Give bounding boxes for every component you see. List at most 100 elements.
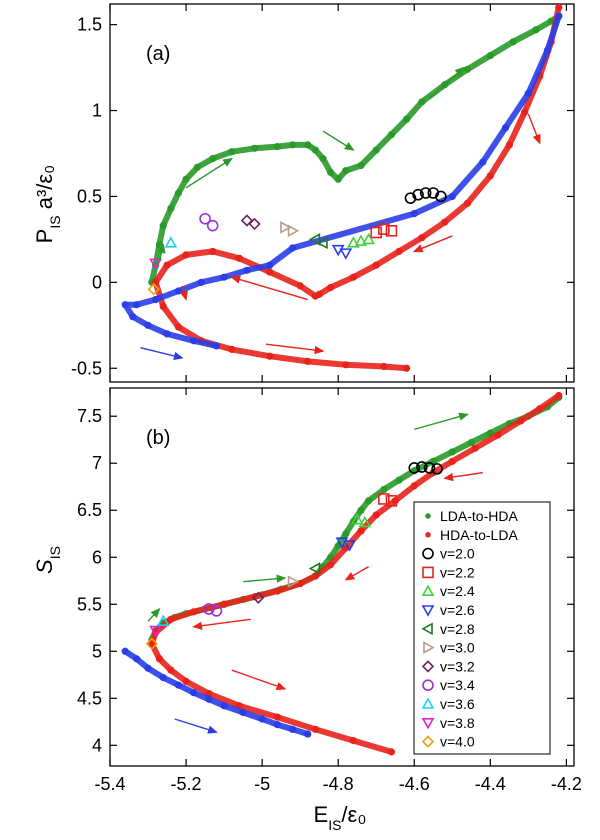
data-point [167, 204, 175, 213]
data-point [520, 108, 529, 116]
marker-point [423, 462, 436, 474]
data-point [133, 301, 141, 309]
x-tick-label: -4.8 [323, 774, 354, 794]
marker-point [316, 236, 328, 250]
data-point [524, 89, 532, 97]
marker-point [145, 637, 158, 650]
marker-point [287, 575, 300, 589]
data-point [448, 457, 456, 465]
marker-point [252, 591, 265, 604]
marker-point [419, 187, 432, 199]
data-point [273, 143, 281, 151]
panel-a-label: (a) [146, 43, 170, 65]
data-point [197, 278, 205, 286]
trend-arrow [322, 130, 355, 151]
data-point [174, 681, 183, 689]
marker-point [343, 540, 356, 552]
x-tick-label: -5.4 [94, 774, 125, 794]
marker-point [435, 190, 447, 203]
marker-point [412, 188, 424, 201]
data-point [220, 600, 228, 608]
data-point [121, 647, 129, 655]
data-point [463, 199, 472, 207]
y-tick-label: 5 [92, 641, 102, 661]
data-point [380, 485, 388, 494]
panel-b-label: (b) [146, 427, 170, 449]
trend-arrow [231, 669, 287, 691]
marker-point [210, 605, 223, 617]
data-point [258, 715, 266, 723]
data-point [357, 527, 365, 535]
data-point [296, 282, 304, 290]
panel-a-data [121, 3, 563, 372]
legend-label: v=2.6 [440, 602, 475, 618]
data-point [304, 141, 312, 149]
marker-point [362, 232, 375, 245]
data-point [391, 497, 399, 505]
marker-point [416, 461, 428, 473]
legend-marker [422, 679, 434, 692]
data-point [387, 130, 396, 139]
data-point [441, 218, 449, 226]
data-point [471, 444, 479, 452]
data-point [372, 261, 380, 269]
data-point [532, 26, 540, 34]
trend-arrow [265, 343, 325, 355]
data-point [163, 261, 171, 269]
data-point [235, 254, 243, 262]
legend-marker [422, 566, 434, 579]
series-line [152, 4, 562, 372]
legend-marker [425, 513, 431, 519]
trend-arrow [412, 235, 453, 253]
data-point [174, 287, 183, 295]
data-point [342, 167, 350, 175]
legend-marker [421, 660, 435, 673]
data-point [418, 234, 426, 242]
data-point [144, 321, 152, 329]
legend-label: v=3.2 [440, 658, 475, 674]
data-point [448, 192, 456, 201]
trend-arrow [414, 412, 469, 431]
data-point [220, 702, 228, 710]
legend-marker [421, 697, 435, 709]
legend-label: v=2.8 [440, 621, 475, 637]
legend-label: v=3.0 [440, 640, 475, 656]
data-point [155, 240, 164, 249]
marker-point [308, 562, 321, 575]
data-point [209, 155, 217, 163]
data-point [403, 115, 411, 123]
marker-point [149, 258, 162, 271]
data-point [288, 141, 297, 149]
legend-label: LDA-to-HDA [440, 508, 518, 524]
data-point [228, 345, 236, 353]
marker-point [308, 233, 321, 246]
trend-arrow [140, 346, 184, 361]
trend-arrow [185, 157, 233, 189]
panel-b-y-axis-label: SIS [32, 546, 63, 574]
data-point [505, 141, 513, 149]
data-point [193, 163, 202, 171]
data-point [266, 268, 274, 276]
y-tick-label: -0.5 [71, 358, 102, 378]
trend-arrow [344, 566, 369, 581]
data-point [129, 313, 137, 321]
x-tick-label: -5.2 [171, 774, 202, 794]
marker-point [147, 283, 160, 296]
data-point [349, 273, 358, 281]
y-tick-label: 7.5 [77, 406, 102, 426]
data-point [182, 677, 190, 685]
legend: LDA-to-HDA HDA-to-LDA v=2.0 v=2.2 v=2.4 v=2.6… [413, 501, 551, 755]
data-point [182, 175, 190, 183]
y-tick-label: 6 [92, 547, 102, 567]
series-line [122, 13, 562, 349]
data-point [163, 330, 171, 338]
data-point [349, 737, 358, 745]
data-point [182, 251, 190, 259]
data-point [304, 357, 312, 365]
data-point [220, 273, 228, 281]
y-tick-label: 0.5 [77, 186, 102, 206]
legend-box [413, 501, 551, 755]
marker-point [280, 221, 292, 234]
data-point [152, 295, 160, 304]
legend-label: v=2.2 [440, 564, 475, 580]
